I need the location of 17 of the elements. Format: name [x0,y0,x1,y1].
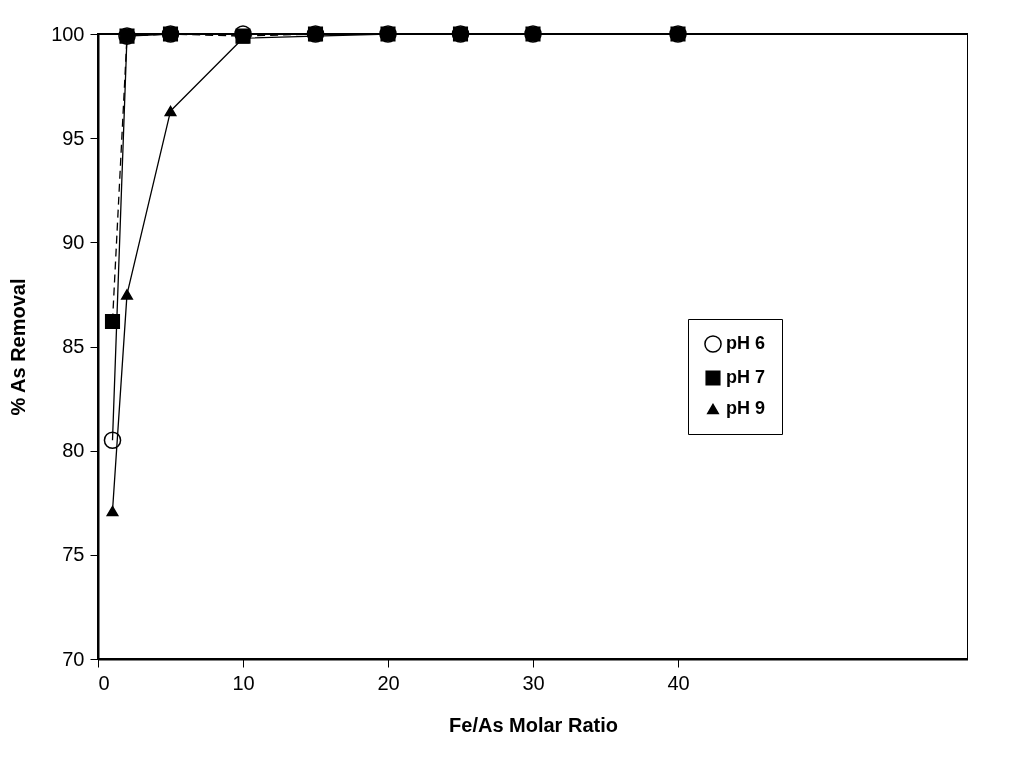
legend-label: pH 6 [726,333,766,353]
x-tick-label: 0 [98,671,110,694]
x-tick-label: 20 [377,671,400,694]
x-axis-title: Fe/As Molar Ratio [449,713,618,736]
y-tick-label: 90 [62,230,85,253]
x-tick-label: 30 [522,671,545,694]
y-tick-label: 85 [62,335,85,357]
y-axis-title: % As Removal [7,278,30,416]
legend-label: pH 7 [726,367,766,387]
y-tick-label: 100 [51,22,85,45]
y-tick-label: 75 [62,543,85,566]
legend-label: pH 9 [726,398,766,418]
x-tick-label: 40 [667,671,690,694]
y-tick-label: 70 [62,647,85,670]
y-tick-label: 80 [62,439,85,462]
x-tick-label: 10 [232,671,255,694]
y-tick-label: 95 [62,126,85,149]
